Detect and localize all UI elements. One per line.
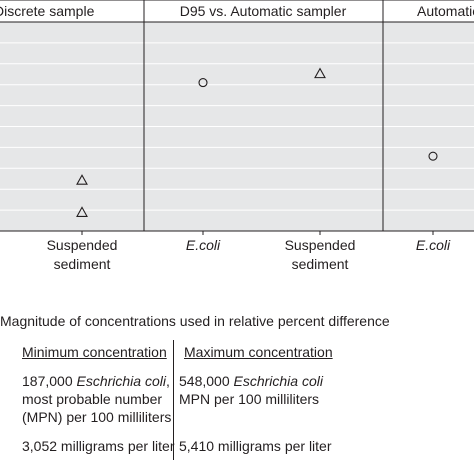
data-point-circle [428, 151, 438, 161]
min-ecoli-prefix: 187,000 [22, 373, 77, 389]
x-tick-label: E.coli [415, 237, 451, 253]
x-tick-label: E.coli [185, 237, 221, 253]
min-ecoli-line3: (MPN) per 100 milliliters [22, 409, 172, 425]
min-ecoli-line2: most probable number [22, 391, 163, 407]
data-point-triangle [76, 206, 88, 217]
panel-title-1: D95 vs. Automatic sampler [180, 3, 347, 19]
max-ecoli-species: Eschrichia coli [233, 373, 323, 389]
column-divider [173, 340, 174, 460]
max-concentration-heading: Maximum concentration [184, 344, 333, 360]
legend-title: Magnitude of concentrations used in rela… [0, 313, 390, 329]
min-sediment-text: 3,052 milligrams per liter [22, 438, 175, 454]
panel-title-2: Automatic [417, 3, 474, 19]
max-sediment-text: 5,410 milligrams per liter [179, 438, 332, 454]
data-point-circle [198, 78, 208, 88]
max-ecoli-line2: MPN per 100 milliliters [179, 391, 320, 407]
x-tick-label: Suspended sediment [46, 237, 118, 272]
max-ecoli-prefix: 548,000 [179, 373, 234, 389]
data-point-triangle [76, 174, 88, 185]
min-ecoli-text: 187,000 Eschrichia coli, most probable n… [22, 372, 171, 426]
x-tick-label: Suspended sediment [284, 237, 356, 272]
min-concentration-heading: Minimum concentration [22, 344, 167, 360]
min-ecoli-suffix: , [165, 373, 170, 389]
data-point-triangle [314, 67, 326, 79]
min-ecoli-species: Eschrichia coli [76, 373, 166, 389]
panel-title-0: Discrete sample [0, 3, 95, 19]
max-ecoli-text: 548,000 Eschrichia coli MPN per 100 mill… [179, 372, 323, 408]
